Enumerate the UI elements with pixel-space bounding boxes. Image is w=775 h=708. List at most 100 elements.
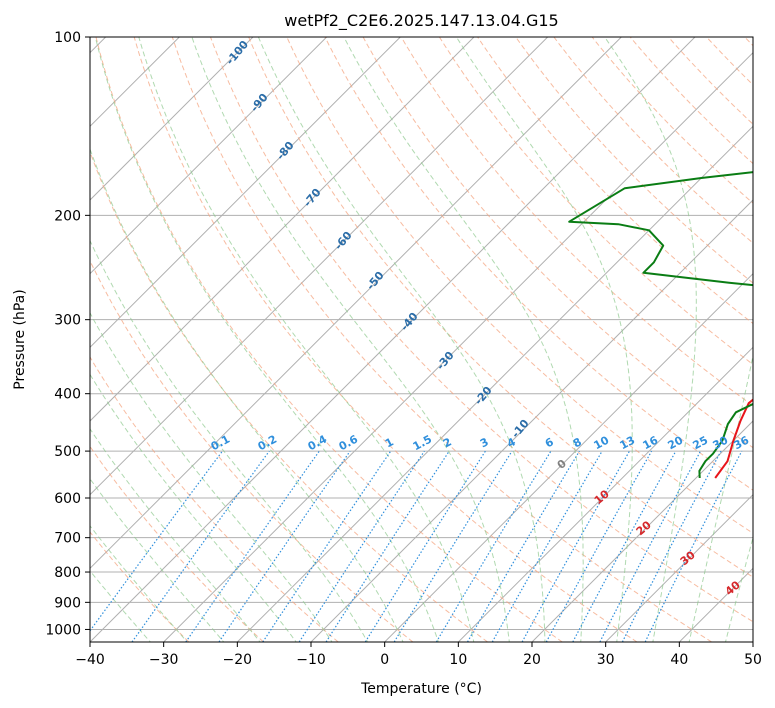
- profile-series: [568, 171, 753, 479]
- mixing-ratio-label: 10: [592, 433, 612, 452]
- mixing-ratio-label: 13: [618, 434, 638, 453]
- dry-adiabat-line: [591, 37, 753, 204]
- mixing-ratio-line: [644, 450, 743, 642]
- dry-adiabat-line: [553, 37, 753, 244]
- isotherm-line: [90, 37, 549, 496]
- mixing-ratio-line: [491, 450, 603, 642]
- x-tick-label: 20: [523, 652, 541, 668]
- plot-frame: [89, 36, 754, 643]
- moist-adiabat-line: [90, 427, 261, 642]
- mixing-ratio-line: [298, 450, 425, 642]
- isobar-gridlines: [90, 37, 753, 630]
- isotherm-line: [384, 272, 753, 642]
- moist-adiabats: [90, 37, 753, 642]
- mixing-ratio-line: [90, 450, 223, 632]
- dry-adiabat-line: [477, 37, 753, 325]
- x-tick-label: −30: [149, 652, 179, 668]
- moist-adiabat-line: [455, 37, 633, 642]
- isotherm-gridlines: [90, 37, 753, 642]
- mixing-ratio-line: [364, 450, 486, 642]
- moist-adiabat-line: [604, 37, 697, 642]
- mixing-ratio-line: [325, 450, 450, 642]
- mixing-ratio-line: [599, 450, 702, 642]
- isotherm-line: [90, 37, 401, 349]
- y-tick-label: 100: [54, 30, 81, 46]
- mixing-ratio-line: [131, 450, 270, 642]
- y-tick-label: 600: [54, 491, 81, 507]
- chart-title: wetPf2_C2E6.2025.147.13.04.G15: [284, 11, 558, 31]
- isotherm-line: [163, 51, 753, 642]
- mixing-ratio-line: [185, 450, 320, 642]
- dry-adiabat-line: [95, 37, 563, 642]
- y-tick-label: 500: [54, 444, 81, 460]
- x-tick-label: −20: [223, 652, 253, 668]
- x-tick-label: 10: [449, 652, 467, 668]
- y-tick-label: 1000: [45, 622, 81, 638]
- moist-adiabat-line: [90, 477, 225, 642]
- dry-adiabat-line: [133, 37, 638, 642]
- isotherm-line: [90, 37, 475, 422]
- y-axis-ticks: 1000 900 800 700 600 500 400 300 200 100: [45, 30, 90, 638]
- y-tick-label: 300: [54, 313, 81, 329]
- dry-adiabat-line: [210, 37, 753, 623]
- isotherm-line: [605, 493, 753, 642]
- moist-adiabat-line: [138, 37, 475, 642]
- dry-adiabat-line: [90, 356, 339, 642]
- y-tick-label: 400: [54, 387, 81, 403]
- isotherm-line: [90, 37, 622, 570]
- dry-adiabat-line: [400, 37, 753, 407]
- moist-adiabat-line: [90, 373, 297, 642]
- isotherm-line: [457, 346, 753, 642]
- moist-adiabat-line: [688, 353, 753, 642]
- moist-adiabat-line: [257, 37, 546, 642]
- mixing-ratio-line: [545, 450, 653, 642]
- mixing-ratio-label: 20: [666, 433, 686, 452]
- dry-adiabat-line: [171, 37, 712, 642]
- y-tick-label: 900: [54, 595, 81, 611]
- isotherm-line: [531, 420, 753, 642]
- isotherm-line: [90, 37, 254, 201]
- mixing-ratio-label: 36: [732, 433, 752, 452]
- mixing-ratio-line: [218, 450, 351, 642]
- y-tick-label: 700: [54, 531, 81, 547]
- x-axis-label: Temperature (°C): [360, 681, 482, 697]
- dry-adiabat-line: [248, 37, 753, 578]
- y-tick-label: 800: [54, 565, 81, 581]
- x-tick-label: 0: [380, 652, 389, 668]
- isotherm-line: [236, 125, 753, 642]
- mixing-ratio-label: 16: [641, 433, 661, 452]
- dry-adiabat-line: [90, 259, 414, 642]
- mixing-ratio-line: [521, 450, 631, 642]
- x-axis-ticks: −40 −30 −20 −10 0 10 20 30 40 50: [75, 642, 762, 668]
- dry-adiabat-line: [362, 37, 753, 449]
- dry-adiabat-line: [324, 37, 753, 491]
- mixing-ratio-line: [393, 450, 513, 642]
- isotherm-line: [90, 37, 328, 275]
- x-tick-label: −10: [296, 652, 326, 668]
- x-tick-label: 30: [597, 652, 615, 668]
- y-tick-label: 200: [54, 208, 81, 224]
- y-axis-label: Pressure (hPa): [12, 289, 28, 389]
- dewpoint-profile-line: [568, 171, 753, 479]
- dry-adiabat-line: [90, 531, 190, 642]
- moist-adiabat-line: [191, 37, 510, 642]
- isotherm-line: [90, 37, 696, 642]
- dry-adiabat-line: [286, 37, 753, 534]
- dry-adiabat-line: [438, 37, 753, 366]
- x-tick-label: 50: [744, 652, 762, 668]
- moist-adiabat-line: [90, 147, 404, 642]
- mixing-ratio-line: [572, 450, 677, 642]
- mixing-ratio-label: 25: [691, 434, 711, 453]
- dry-adiabats: [90, 37, 753, 642]
- mixing-ratio-lines: [90, 450, 743, 642]
- plot-area: 0.1 0.2 0.4 0.6 1 1.5 2 3 4 6 8 10 13 16 20 25 30 3601020…: [90, 37, 753, 642]
- moist-adiabat-line: [90, 311, 333, 642]
- x-tick-label: 40: [670, 652, 688, 668]
- mixing-ratio-label: 30: [711, 433, 731, 452]
- moist-adiabat-line: [94, 37, 439, 642]
- mixing-ratio-line: [621, 450, 722, 642]
- moist-adiabat-line: [90, 239, 369, 642]
- x-tick-label: −40: [75, 652, 105, 668]
